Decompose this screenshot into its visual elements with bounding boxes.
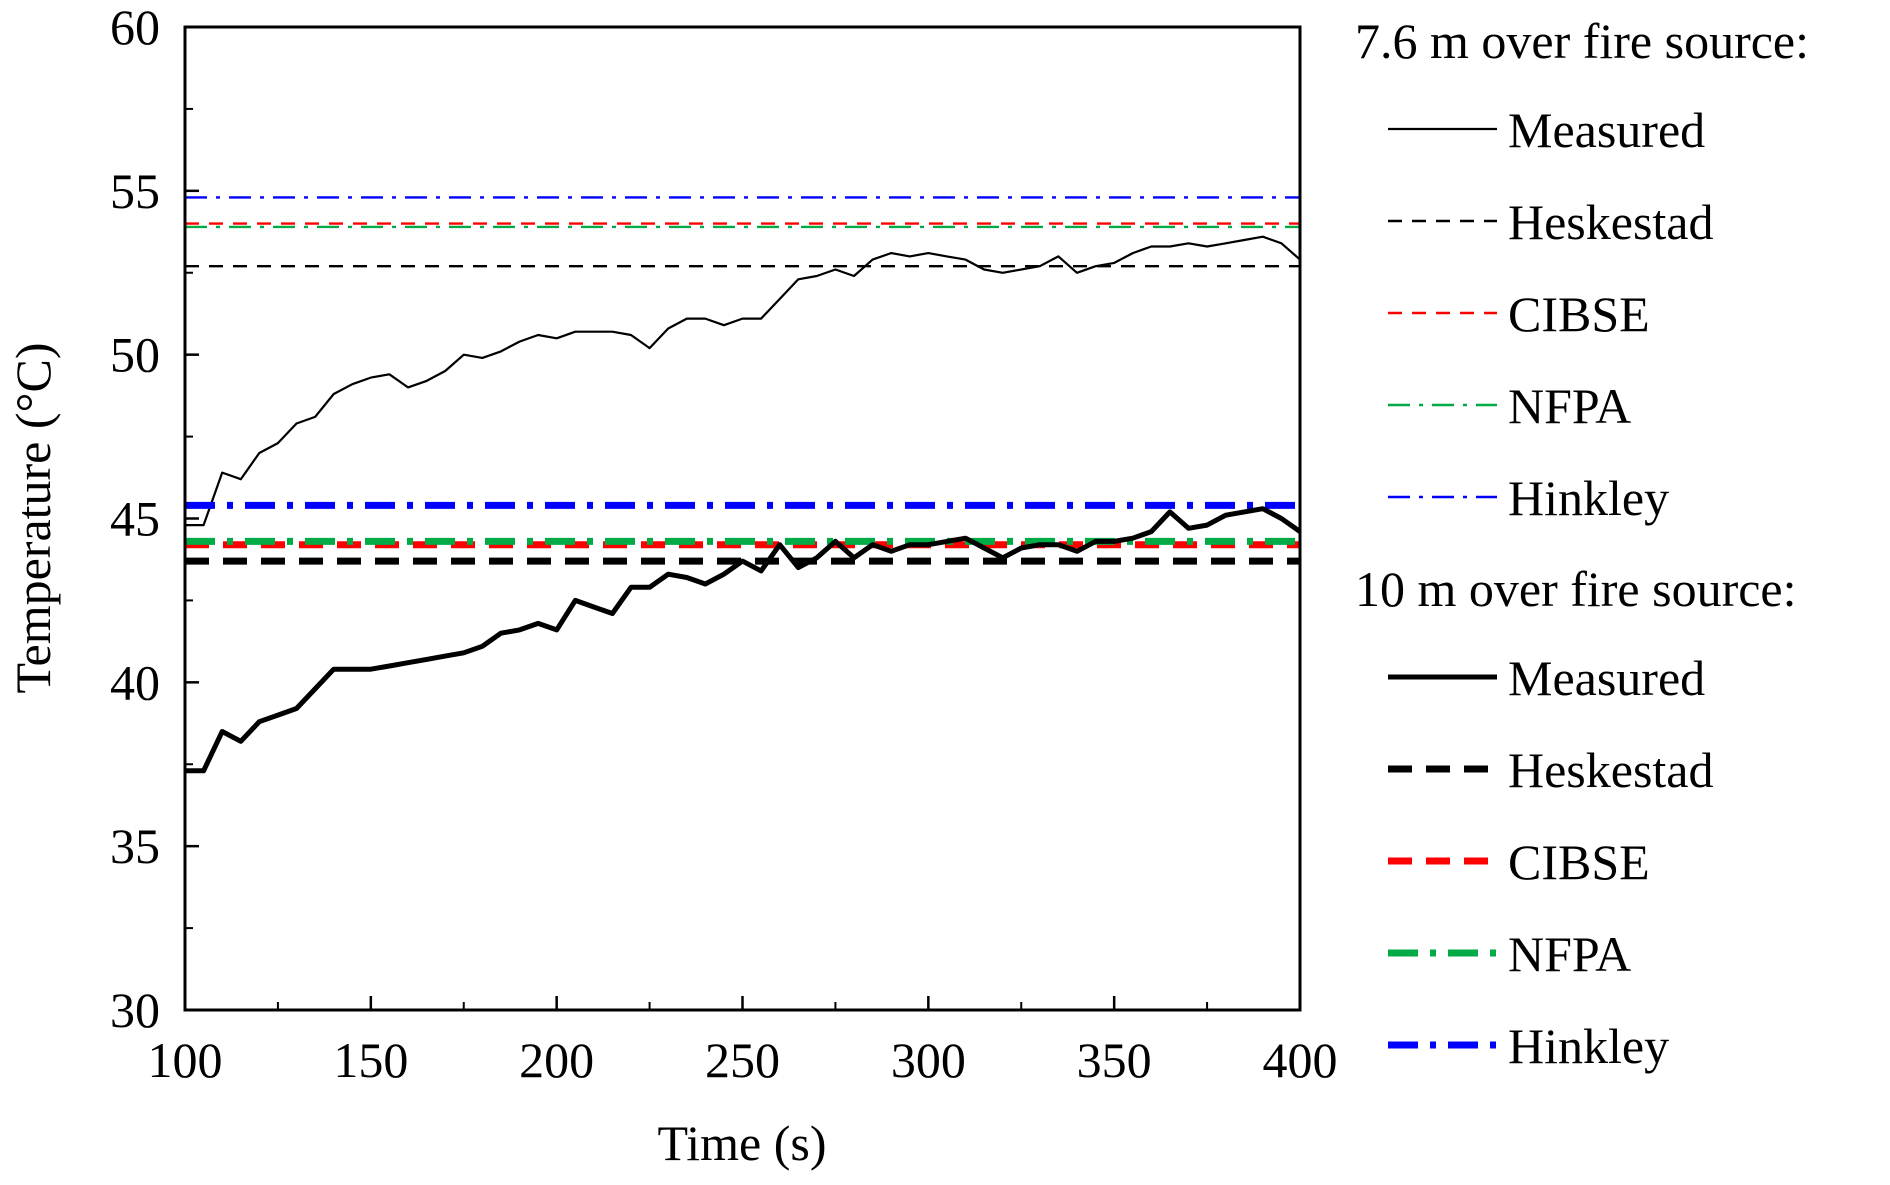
axes: 100 150 200 250 300 350 400 30 35 40 45 50 55 60 bbox=[110, 0, 1338, 1088]
legend-label-heskestad: Heskestad bbox=[1508, 742, 1714, 798]
x-tick-label: 300 bbox=[891, 1032, 966, 1088]
y-tick-label: 60 bbox=[110, 0, 160, 55]
legend-label-hinkley: Hinkley bbox=[1508, 470, 1669, 526]
y-tick-label: 35 bbox=[110, 818, 160, 874]
y-tick-label: 55 bbox=[110, 163, 160, 219]
legend-group-title: 7.6 m over fire source: bbox=[1355, 13, 1809, 69]
legend-label-hinkley: Hinkley bbox=[1508, 1018, 1669, 1074]
x-tick-label: 150 bbox=[333, 1032, 408, 1088]
legend-label-cibse: CIBSE bbox=[1508, 286, 1650, 342]
series-line-7-6m-measured bbox=[185, 235, 1301, 527]
series-line-10m-measured bbox=[185, 506, 1302, 774]
legend-label-nfpa: NFPA bbox=[1508, 378, 1631, 434]
legend-label-measured: Measured bbox=[1508, 102, 1705, 158]
x-tick-label: 250 bbox=[705, 1032, 780, 1088]
legend-label-heskestad: Heskestad bbox=[1508, 194, 1714, 250]
x-tick-label: 100 bbox=[148, 1032, 223, 1088]
legend-label-cibse: CIBSE bbox=[1508, 834, 1650, 890]
x-tick-label: 350 bbox=[1077, 1032, 1152, 1088]
plot-area-frame bbox=[183, 25, 1302, 1012]
plot-lines bbox=[185, 196, 1302, 774]
legend-label-nfpa: NFPA bbox=[1508, 926, 1631, 982]
x-axis-title: Time (s) bbox=[657, 1115, 826, 1171]
y-tick-label: 40 bbox=[110, 654, 160, 710]
y-tick-label: 50 bbox=[110, 327, 160, 383]
legend: 7.6 m over fire source: Measured Heskestad… bbox=[1355, 13, 1809, 1074]
x-tick-label: 400 bbox=[1263, 1032, 1338, 1088]
y-tick-label: 45 bbox=[110, 491, 160, 547]
legend-group-title: 10 m over fire source: bbox=[1355, 561, 1797, 617]
y-axis-title: Temperature (°C) bbox=[5, 342, 61, 693]
y-tick-label: 30 bbox=[110, 982, 160, 1038]
x-tick-label: 200 bbox=[519, 1032, 594, 1088]
legend-label-measured: Measured bbox=[1508, 650, 1705, 706]
